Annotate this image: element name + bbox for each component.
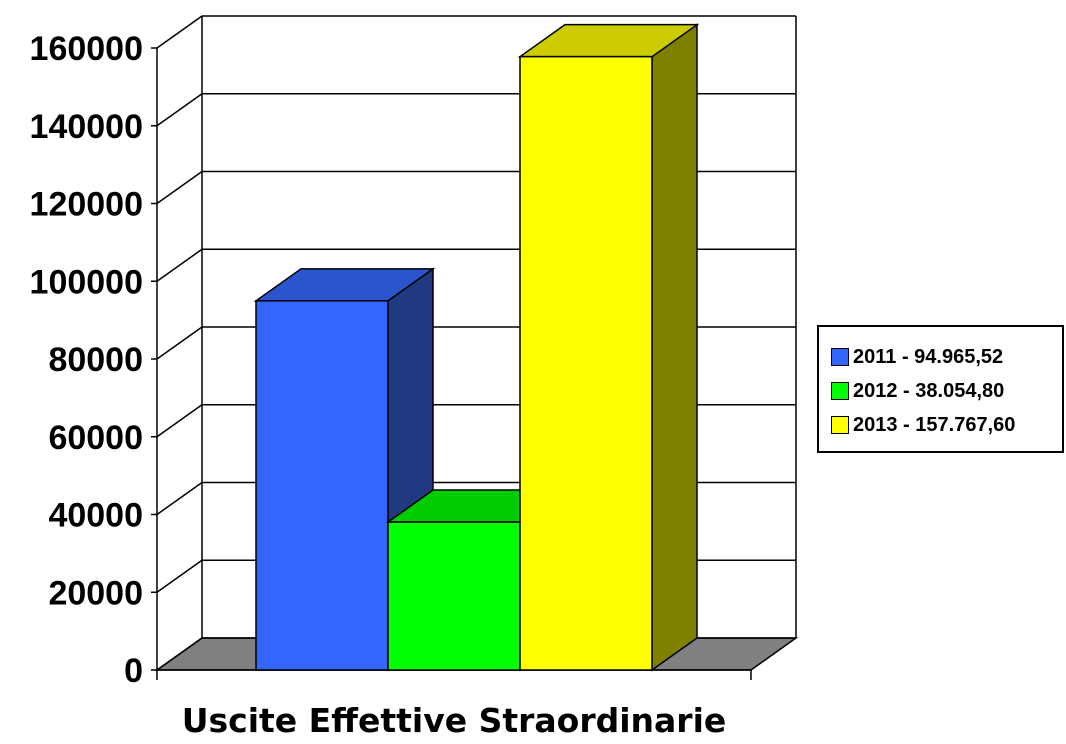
side-wall-line [156, 637, 203, 671]
side-wall-line [156, 404, 203, 438]
y-axis: 0 20000 40000 60000 80000 100000 120000 140000 1… [30, 30, 752, 690]
legend-swatch-2013 [831, 416, 849, 434]
side-wall-line [156, 559, 203, 593]
bar-3 [517, 23, 700, 672]
bar-front-face [387, 521, 521, 671]
side-wall-line [156, 170, 203, 205]
y-tick-label: 120000 [30, 186, 143, 224]
side-wall-line [156, 248, 203, 282]
side-wall-line [156, 15, 203, 49]
bar-1 [253, 267, 436, 672]
side-wall-line [156, 326, 203, 360]
y-tick-label: 140000 [30, 108, 143, 146]
legend-swatch-2012 [831, 382, 849, 400]
y-tick-label: 40000 [48, 497, 143, 535]
legend-label-2011: 2011 - 94.965,52 [853, 345, 1004, 368]
bar-side-face [651, 23, 698, 672]
y-tick-label: 100000 [30, 263, 143, 301]
legend-label-2012: 2012 - 38.054,80 [853, 379, 1005, 402]
y-tick-label: 20000 [48, 574, 143, 612]
bar-front-face [255, 300, 389, 671]
legend-item-2012: 2012 - 38.054,80 [831, 374, 1062, 408]
y-tick-label: 0 [124, 652, 143, 690]
legend-item-2013: 2013 - 157.767,60 [831, 408, 1062, 442]
side-wall-line [156, 481, 203, 516]
legend-item-2011: 2011 - 94.965,52 [831, 340, 1062, 374]
bar-front-face [519, 55, 653, 671]
y-tick-label: 80000 [48, 341, 143, 379]
bars [253, 23, 700, 672]
legend-swatch-2011 [831, 348, 849, 366]
y-tick-label: 160000 [30, 30, 143, 68]
legend-label-2013: 2013 - 157.767,60 [853, 413, 1016, 436]
legend: 2011 - 94.965,52 2012 - 38.054,80 2013 -… [817, 325, 1064, 453]
x-axis-label: Uscite Effettive Straordinarie [182, 701, 727, 740]
y-tick-label: 60000 [48, 419, 143, 457]
side-wall-line [156, 93, 203, 127]
